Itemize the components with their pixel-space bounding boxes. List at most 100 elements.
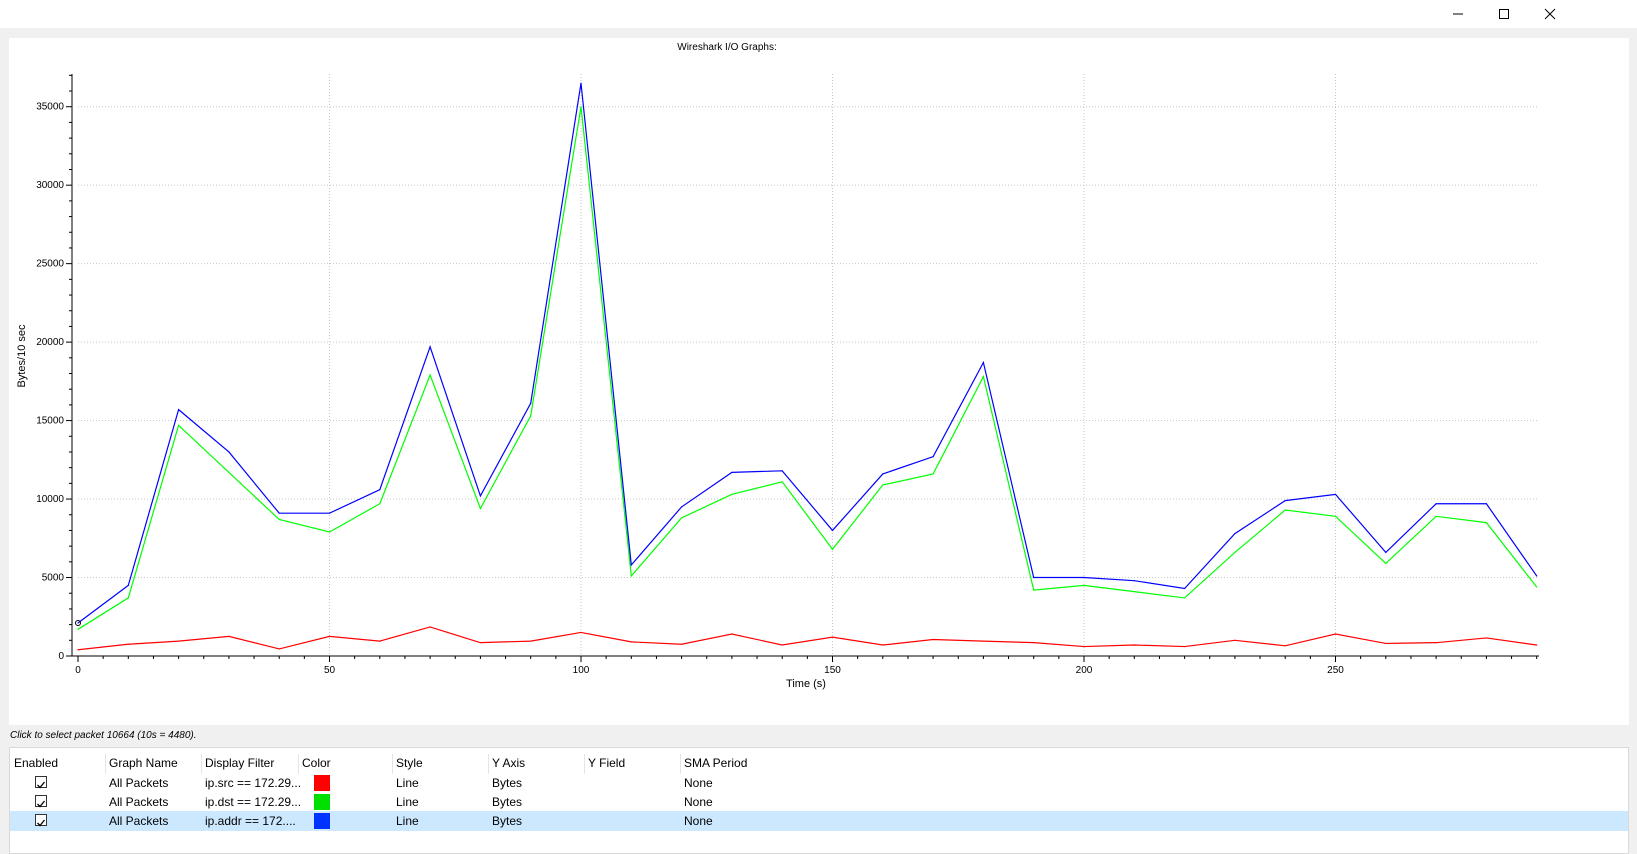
style-cell[interactable]: Line bbox=[396, 776, 419, 790]
y-tick-label: 35000 bbox=[36, 102, 64, 113]
series-point bbox=[127, 643, 129, 645]
maximize-icon bbox=[1499, 9, 1509, 19]
title-bar bbox=[0, 0, 1637, 28]
series-point bbox=[1284, 645, 1286, 647]
series-point bbox=[1385, 642, 1387, 645]
display-filter-cell[interactable]: ip.addr == 172.... bbox=[205, 814, 296, 828]
maximize-button[interactable] bbox=[1481, 0, 1527, 28]
column-divider[interactable] bbox=[201, 754, 202, 774]
series-point bbox=[228, 451, 230, 453]
column-divider[interactable] bbox=[392, 754, 393, 774]
graph-name-cell[interactable]: All Packets bbox=[109, 795, 169, 809]
column-header[interactable]: Graph Name bbox=[109, 756, 178, 770]
series-point bbox=[228, 635, 230, 637]
column-header[interactable]: Style bbox=[396, 756, 423, 770]
close-button[interactable] bbox=[1527, 0, 1573, 28]
column-divider[interactable] bbox=[488, 754, 489, 774]
series-point bbox=[1385, 562, 1387, 565]
series-point bbox=[1435, 515, 1437, 517]
series-point bbox=[77, 622, 79, 624]
series-point bbox=[932, 638, 934, 641]
series-point bbox=[429, 374, 431, 376]
series-point bbox=[580, 82, 582, 84]
graph-list-table[interactable]: Enabled Graph Name Display Filter Color Styl… bbox=[9, 747, 1629, 854]
column-header[interactable]: Y Field bbox=[588, 756, 626, 770]
checkmark-icon bbox=[37, 819, 46, 827]
series-point bbox=[328, 531, 331, 533]
table-row[interactable]: All Packets ip.addr == 172.... Line Bytes No… bbox=[10, 811, 1628, 831]
color-swatch[interactable] bbox=[314, 775, 330, 791]
x-tick-label: 0 bbox=[75, 665, 81, 676]
style-cell[interactable]: Line bbox=[396, 814, 419, 828]
close-icon bbox=[1544, 8, 1556, 20]
series-point bbox=[328, 635, 331, 637]
color-swatch[interactable] bbox=[314, 794, 330, 810]
axes: 0 50 100 150 200 250 0 5000 10000 15000 20000 25000… bbox=[36, 74, 1539, 676]
enabled-checkbox[interactable] bbox=[35, 814, 47, 827]
column-divider[interactable] bbox=[584, 754, 585, 774]
column-header[interactable]: Y Axis bbox=[492, 756, 526, 770]
series-point bbox=[681, 517, 683, 519]
y-axis-cell[interactable]: Bytes bbox=[492, 814, 523, 828]
series-point bbox=[1435, 642, 1437, 644]
table-row[interactable]: All Packets ip.src == 172.29... Line Bytes N… bbox=[10, 773, 1628, 793]
y-tick-label: 5000 bbox=[42, 573, 65, 584]
series-point bbox=[127, 597, 129, 599]
x-tick-label: 250 bbox=[1327, 665, 1344, 676]
y-axis-cell[interactable]: Bytes bbox=[492, 795, 523, 809]
series-point bbox=[1184, 645, 1186, 648]
series-point bbox=[1536, 575, 1538, 577]
enabled-checkbox[interactable] bbox=[35, 776, 47, 789]
series-point bbox=[530, 415, 532, 417]
graph-name-cell[interactable]: All Packets bbox=[109, 776, 169, 790]
series-point bbox=[1083, 584, 1085, 586]
column-header[interactable]: Color bbox=[302, 756, 331, 770]
series-point bbox=[530, 640, 532, 642]
column-header[interactable]: SMA Period bbox=[684, 756, 748, 770]
sma-period-cell[interactable]: None bbox=[684, 795, 713, 809]
series-point bbox=[882, 473, 884, 475]
table-row[interactable]: All Packets ip.dst == 172.29... Line Bytes N… bbox=[10, 792, 1628, 812]
column-header[interactable]: Enabled bbox=[14, 756, 59, 770]
series-line-3 bbox=[77, 83, 1538, 624]
series-point bbox=[228, 471, 230, 473]
display-filter-cell[interactable]: ip.dst == 172.29... bbox=[205, 795, 302, 809]
cursor-marker bbox=[75, 620, 81, 627]
y-tick-label: 20000 bbox=[36, 337, 64, 348]
series-point bbox=[831, 636, 834, 638]
series-point bbox=[379, 489, 381, 491]
series-point bbox=[982, 361, 985, 364]
series-point bbox=[77, 628, 79, 630]
y-axis-label: Bytes/10 sec bbox=[16, 324, 28, 387]
io-graph-plot[interactable]: Wireshark I/O Graphs: 0 50 100 150 200 250 0 50… bbox=[9, 38, 1629, 725]
style-cell[interactable]: Line bbox=[396, 795, 419, 809]
series-point bbox=[781, 644, 783, 646]
series-point bbox=[1334, 493, 1337, 495]
y-axis-cell[interactable]: Bytes bbox=[492, 776, 523, 790]
series-point bbox=[681, 643, 683, 645]
series-point bbox=[781, 470, 783, 472]
series-point bbox=[731, 493, 733, 495]
color-swatch[interactable] bbox=[314, 813, 330, 829]
series-point bbox=[831, 529, 834, 532]
column-divider[interactable] bbox=[680, 754, 681, 774]
series-point bbox=[580, 106, 582, 108]
series-point bbox=[630, 641, 632, 643]
plot-canvas[interactable]: Wireshark I/O Graphs: 0 50 100 150 200 250 0 50… bbox=[9, 38, 1629, 725]
display-filter-cell[interactable]: ip.src == 172.29... bbox=[205, 776, 302, 790]
column-divider[interactable] bbox=[298, 754, 299, 774]
series-point bbox=[178, 409, 180, 411]
series-point bbox=[1435, 503, 1437, 505]
status-text: Click to select packet 10664 (10s = 4480… bbox=[10, 730, 197, 741]
series-point bbox=[1234, 639, 1236, 641]
enabled-checkbox[interactable] bbox=[35, 795, 47, 808]
sma-period-cell[interactable]: None bbox=[684, 814, 713, 828]
graph-name-cell[interactable]: All Packets bbox=[109, 814, 169, 828]
series-line-1 bbox=[77, 626, 1537, 651]
y-tick-label: 10000 bbox=[36, 494, 64, 505]
sma-period-cell[interactable]: None bbox=[684, 776, 713, 790]
column-divider[interactable] bbox=[105, 754, 106, 774]
column-header[interactable]: Display Filter bbox=[205, 756, 275, 770]
series-point bbox=[580, 631, 582, 634]
minimize-button[interactable] bbox=[1435, 0, 1481, 28]
